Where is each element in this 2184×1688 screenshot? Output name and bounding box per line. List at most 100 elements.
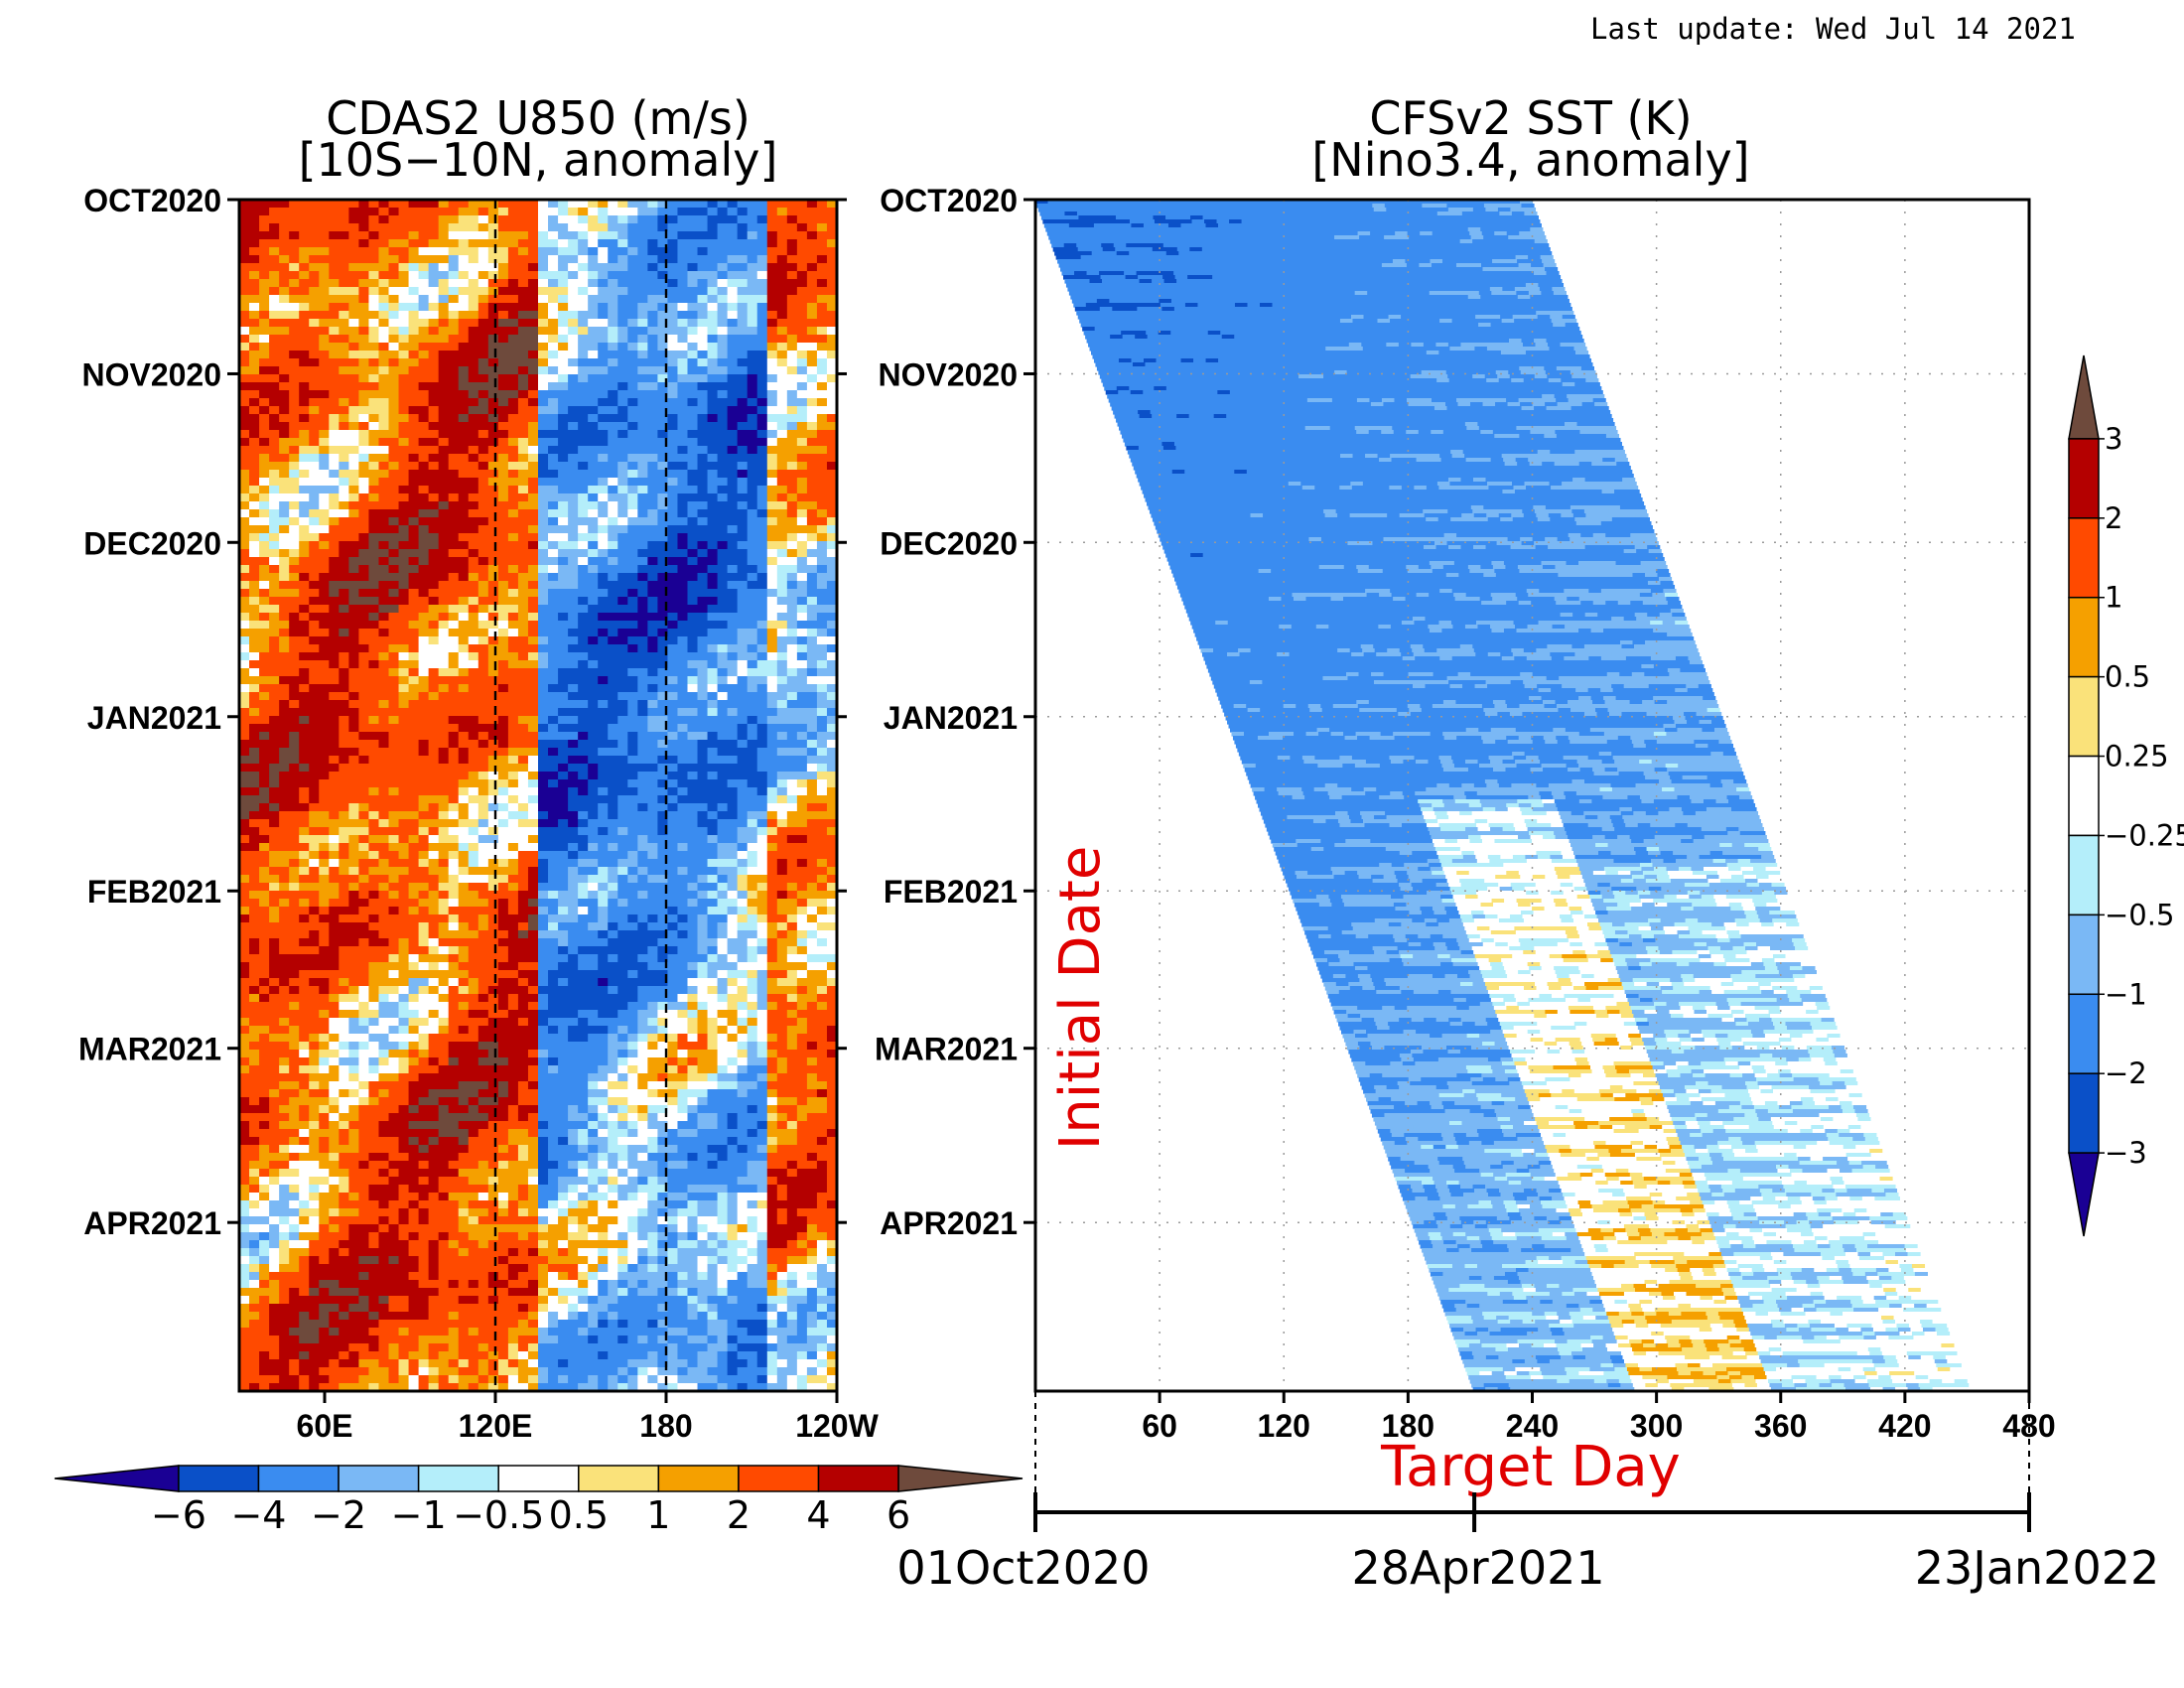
- u850-cell: [319, 740, 330, 749]
- u850-cell: [507, 819, 519, 828]
- u850-cell: [776, 748, 788, 757]
- u850-cell: [497, 295, 509, 304]
- u850-cell: [348, 493, 359, 502]
- u850-cell: [299, 247, 310, 256]
- u850-cell: [617, 756, 628, 765]
- u850-cell: [796, 295, 808, 304]
- u850-cell: [647, 732, 658, 741]
- u850-cell: [527, 462, 539, 471]
- u850-cell: [507, 835, 519, 844]
- u850-cell: [507, 764, 519, 773]
- u850-cell: [438, 803, 450, 812]
- u850-cell: [428, 716, 440, 725]
- u850-cell: [647, 716, 658, 725]
- u850-cell: [428, 374, 440, 383]
- u850-cell: [309, 629, 320, 637]
- u850-cell: [826, 756, 837, 765]
- u850-cell: [598, 231, 609, 240]
- u850-cell: [677, 287, 689, 296]
- u850-cell: [558, 303, 569, 312]
- u850-cell: [507, 644, 519, 653]
- u850-cell: [468, 644, 479, 653]
- u850-cell: [667, 573, 679, 582]
- u850-cell: [538, 462, 549, 471]
- u850-cell: [756, 231, 768, 240]
- u850-cell: [687, 287, 699, 296]
- u850-cell: [816, 819, 828, 828]
- u850-cell: [538, 819, 549, 828]
- u850-cell: [239, 819, 250, 828]
- u850-cell: [319, 549, 330, 558]
- u850-cell: [608, 422, 618, 431]
- u850-cell: [737, 422, 749, 431]
- u850-cell: [289, 549, 300, 558]
- u850-cell: [677, 827, 689, 836]
- u850-cell: [717, 541, 729, 550]
- u850-cell: [289, 295, 300, 304]
- u850-cell: [647, 724, 658, 733]
- u850-cell: [627, 382, 638, 391]
- u850-cell: [438, 565, 450, 574]
- u850-cell: [358, 772, 370, 780]
- u850-cell: [388, 851, 400, 860]
- u850-cell: [697, 279, 709, 288]
- u850-cell: [588, 255, 599, 264]
- u850-cell: [737, 692, 749, 701]
- u850-cell: [507, 779, 519, 788]
- u850-cell: [339, 827, 349, 836]
- u850-cell: [269, 541, 280, 550]
- u850-cell: [627, 843, 638, 852]
- u850-cell: [339, 652, 349, 661]
- u850-cell: [617, 287, 628, 296]
- u850-cell: [598, 454, 609, 463]
- u850-cell: [717, 772, 729, 780]
- u850-cell: [766, 605, 778, 614]
- u850-cell: [647, 470, 658, 479]
- u850-cell: [667, 239, 679, 248]
- u850-cell: [398, 430, 410, 439]
- u850-cell: [697, 295, 709, 304]
- u850-cell: [309, 382, 320, 391]
- u850-cell: [647, 700, 658, 709]
- u850-cell: [368, 533, 380, 542]
- u850-cell: [279, 263, 290, 272]
- u850-cell: [538, 660, 549, 669]
- u850-cell: [608, 811, 618, 820]
- u850-cell: [408, 525, 420, 534]
- u850-cell: [677, 422, 689, 431]
- u850-cell: [339, 644, 349, 653]
- u850-cell: [348, 716, 359, 725]
- u850-cell: [796, 557, 808, 566]
- u850-cell: [468, 573, 479, 582]
- u850-cell: [687, 223, 699, 232]
- u850-cell: [388, 247, 400, 256]
- u850-cell: [627, 343, 638, 352]
- u850-cell: [717, 827, 729, 836]
- u850-cell: [727, 351, 739, 359]
- u850-cell: [747, 390, 758, 399]
- u850-cell: [796, 795, 808, 804]
- u850-cell: [348, 295, 359, 304]
- u850-cell: [408, 779, 420, 788]
- u850-cell: [687, 327, 699, 336]
- u850-cell: [319, 255, 330, 264]
- u850-cell: [517, 668, 529, 677]
- u850-cell: [269, 422, 280, 431]
- u850-cell: [548, 621, 559, 630]
- u850-cell: [458, 493, 470, 502]
- u850-cell: [438, 708, 450, 717]
- u850-cell: [309, 859, 320, 868]
- u850-cell: [517, 263, 529, 272]
- u850-cell: [538, 470, 549, 479]
- u850-cell: [299, 414, 310, 423]
- u850-cell: [289, 835, 300, 844]
- u850-cell: [299, 406, 310, 415]
- u850-cell: [766, 621, 778, 630]
- u850-cell: [527, 525, 539, 534]
- u850-cell: [667, 303, 679, 312]
- u850-cell: [598, 589, 609, 598]
- u850-cell: [329, 843, 340, 852]
- u850-cell: [319, 446, 330, 455]
- u850-cell: [448, 478, 460, 487]
- u850-cell: [826, 478, 837, 487]
